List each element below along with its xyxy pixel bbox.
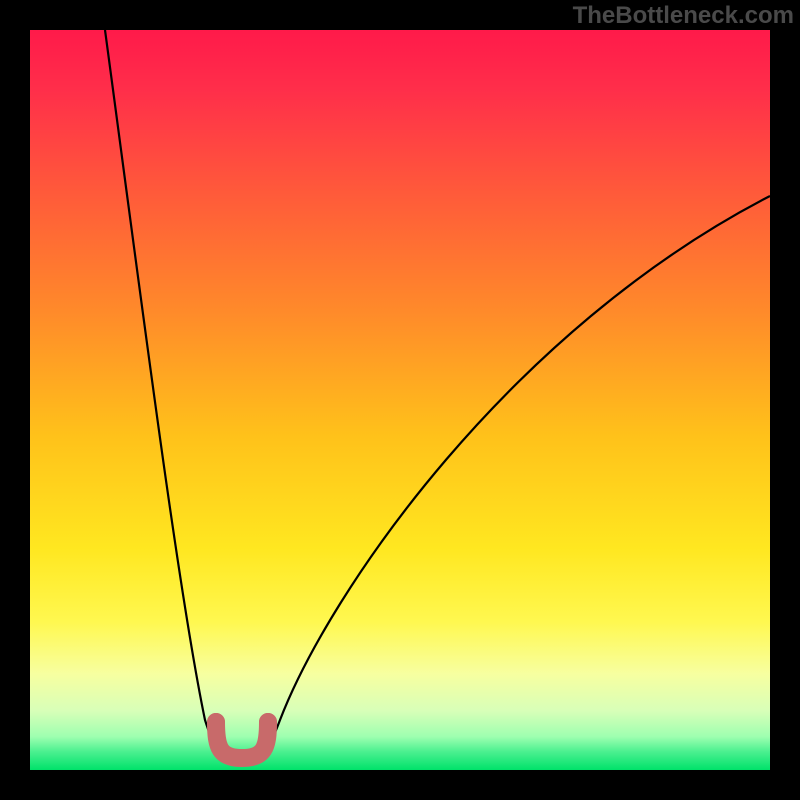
plot-area (30, 30, 770, 770)
trough-end-dot (259, 713, 277, 731)
chart-container: TheBottleneck.com (0, 0, 800, 800)
bottleneck-curve (30, 30, 770, 770)
trough-marker (216, 722, 268, 758)
watermark-text: TheBottleneck.com (573, 2, 794, 30)
curve-right (266, 196, 770, 750)
trough-end-dot (207, 713, 225, 731)
curve-left (105, 30, 218, 750)
